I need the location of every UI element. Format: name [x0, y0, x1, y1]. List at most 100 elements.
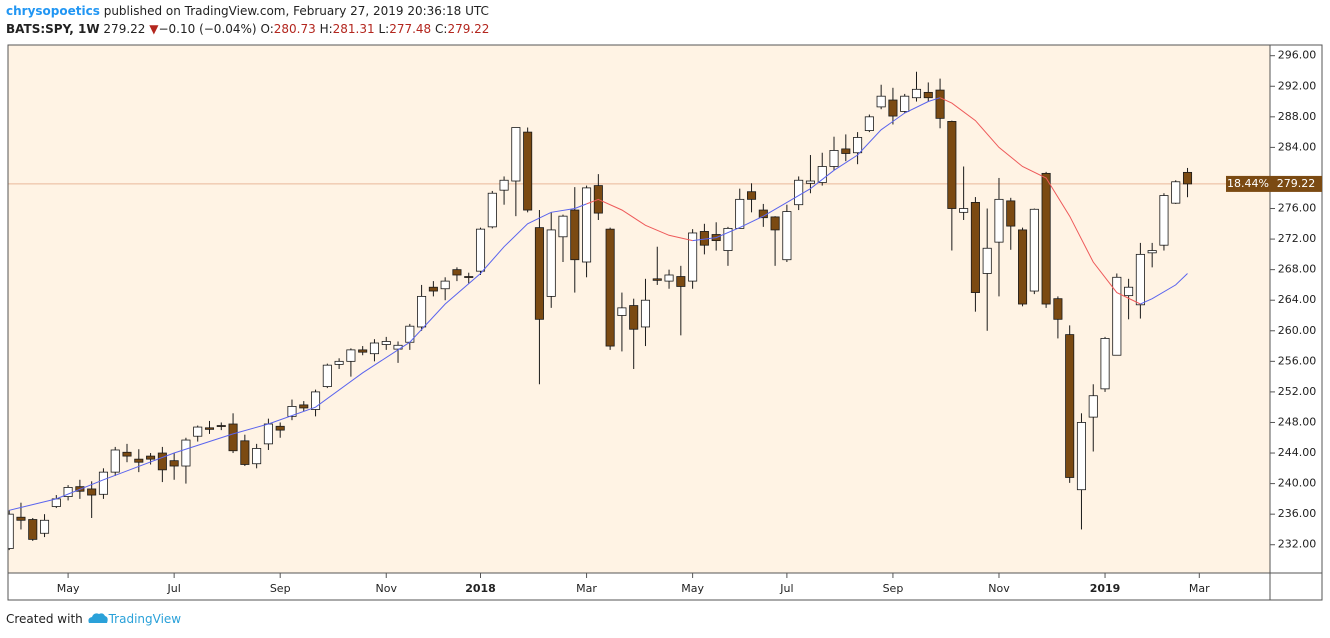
change-label-box: [1226, 175, 1270, 192]
candle-body: [1053, 298, 1063, 320]
candle-body: [193, 426, 203, 437]
logo: [88, 613, 108, 623]
candle-body: [157, 452, 167, 471]
moving-average: [692, 97, 941, 242]
arrow: ▼: [149, 22, 159, 36]
y-tick-label: 232.00: [1278, 538, 1317, 551]
candle-body: [440, 280, 450, 290]
moving-average: [9, 203, 587, 511]
candle-body: [287, 406, 297, 417]
candle-body: [864, 116, 874, 131]
candle-body: [511, 127, 521, 182]
y-tick-label: 292.00: [1278, 79, 1317, 92]
candle-body: [794, 179, 804, 206]
x-tick-label: Nov: [376, 582, 398, 595]
candle-body: [558, 215, 568, 238]
o: 280.73: [273, 22, 316, 36]
candle-body: [240, 440, 250, 465]
candle-body: [475, 228, 486, 272]
candle-body: [782, 211, 792, 261]
y-tick-label: 276.00: [1278, 202, 1317, 215]
candle-body: [1088, 395, 1098, 418]
candle-body: [299, 404, 309, 409]
created-with: Created with: [6, 612, 83, 626]
candle-body: [994, 198, 1004, 243]
candle-body: [959, 208, 969, 213]
candle-body: [652, 278, 662, 281]
candle-body: [204, 427, 215, 430]
candle-body: [570, 209, 580, 261]
candle-body: [876, 95, 886, 108]
candle-body: [1147, 250, 1157, 254]
l-label: L:: [378, 22, 390, 36]
x-tick-label: Jul: [167, 582, 181, 595]
candle-body: [452, 269, 462, 276]
candle-body: [888, 99, 898, 117]
candle-body: [8, 513, 14, 549]
candle-body: [841, 148, 851, 154]
candle-body: [947, 121, 957, 209]
candle-body: [322, 364, 332, 387]
candle-body: [523, 131, 533, 211]
candle-body: [417, 295, 427, 328]
candle-body: [28, 519, 38, 540]
y-tick-label: 296.00: [1278, 49, 1317, 62]
y-tick-label: 236.00: [1278, 507, 1317, 520]
brand[interactable]: TradingView: [108, 612, 182, 626]
price-label-box: [1270, 175, 1322, 192]
change-label: 18.44%: [1227, 177, 1269, 190]
candle-body: [982, 247, 992, 274]
candle-body: [311, 391, 321, 410]
candle-body: [747, 191, 757, 200]
candle-body: [534, 227, 544, 320]
candle-body: [134, 458, 144, 463]
candle-body: [275, 425, 285, 431]
x-tick-label: May: [681, 582, 704, 595]
candle-body: [1018, 229, 1028, 305]
candle-body: [40, 519, 50, 534]
c-label: C:: [435, 22, 448, 36]
y-tick-label: 264.00: [1278, 293, 1317, 306]
h-label: H:: [319, 22, 333, 36]
candle-body: [770, 216, 780, 231]
candle-body: [1100, 338, 1110, 390]
candle-body: [499, 179, 509, 191]
candle-body: [664, 274, 674, 282]
frame: [7, 44, 1323, 601]
candle-body: [723, 227, 733, 251]
moving-average: [586, 198, 693, 242]
candle-body: [334, 360, 344, 365]
y-tick-label: 268.00: [1278, 263, 1317, 276]
candle-body: [805, 180, 815, 184]
candle-body: [1112, 276, 1122, 356]
y-tick-label: 252.00: [1278, 385, 1317, 398]
candle-body: [369, 342, 379, 355]
candle-body: [582, 187, 592, 263]
candle-body: [122, 451, 132, 457]
price-label: 279.22: [1277, 177, 1316, 190]
y-tick-label: 248.00: [1278, 415, 1317, 428]
author[interactable]: chrysopoetics: [6, 4, 100, 18]
chart: 232.00 236.00 240.00 244.00 248.00 252.00 256.…: [7, 44, 1323, 601]
candle-body: [263, 423, 273, 445]
change: −0.10 (−0.04%): [158, 22, 257, 36]
candle-body: [605, 228, 615, 347]
moving-average: [1140, 273, 1188, 305]
candle-body: [405, 325, 415, 343]
footer: Created with TradingView: [6, 612, 181, 626]
moving-average: [939, 97, 1141, 305]
published: published on TradingView.com, February 2…: [103, 4, 489, 18]
candle-body: [169, 460, 179, 467]
x-tick-label: Jul: [779, 582, 793, 595]
candle-body: [735, 198, 745, 229]
candle-body: [464, 276, 474, 278]
candle-body: [1182, 171, 1193, 185]
x-tick-label: Sep: [883, 582, 904, 595]
y-tick-label: 256.00: [1278, 354, 1317, 367]
candle-body: [181, 439, 191, 467]
candle-body: [428, 286, 438, 292]
symbol: BATS:SPY, 1W: [6, 22, 100, 36]
candle-body: [110, 449, 120, 473]
candle-body: [98, 471, 108, 495]
